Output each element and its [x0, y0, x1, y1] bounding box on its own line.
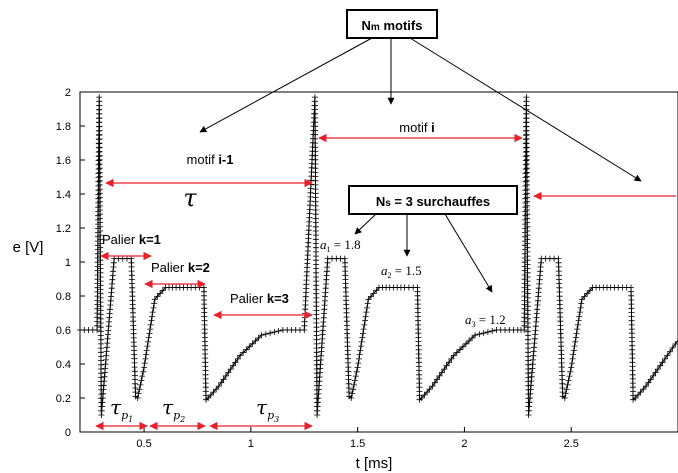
y-tick-label: 2	[65, 87, 71, 99]
series-line	[80, 97, 678, 416]
x-tick-label: 2	[461, 438, 467, 450]
nm-motifs-box: Nm motifs	[346, 9, 438, 39]
tau-p2: τp2	[162, 395, 185, 424]
amp-a2: a2 = 1.5	[381, 263, 422, 280]
palier-1-label: Palier k=1	[102, 232, 161, 247]
y-tick-label: 0.6	[56, 325, 71, 337]
tau-p1: τp1	[110, 395, 133, 424]
tau-symbol: τ	[183, 184, 197, 212]
motif-prev-label: motif i-1	[187, 152, 234, 167]
nm-suffix: motifs	[380, 18, 423, 33]
y-tick-label: 0	[65, 427, 71, 439]
y-axis-label: e [V]	[13, 239, 44, 256]
x-tick-label: 0.5	[136, 438, 151, 450]
x-axis-label: t [ms]	[356, 455, 393, 472]
y-tick-label: 1.4	[56, 189, 71, 201]
y-tick-label: 1.2	[56, 223, 71, 235]
x-tick-label: 1	[248, 438, 254, 450]
nm-prefix: N	[362, 18, 371, 33]
arrow-ns-to-a3	[444, 213, 493, 293]
y-tick-label: 1.6	[56, 155, 71, 167]
ns-surchauffes-box: Ns = 3 surchauffes	[348, 185, 518, 215]
y-tick-label: 1.8	[56, 121, 71, 133]
series-plus-markers	[77, 94, 678, 418]
palier-3-label: Palier k=3	[230, 291, 289, 306]
nm-sub: m	[371, 22, 380, 33]
ns-sub: s	[385, 198, 391, 209]
arrow-nm-to-motif-next	[409, 37, 642, 182]
amp-a3: a3 = 1.2	[465, 312, 506, 329]
motif-cur-label: motif i	[399, 120, 434, 135]
tau-p3: τp3	[256, 395, 279, 424]
ns-prefix: N	[376, 194, 385, 209]
svg-text:Nm motifs: Nm motifs	[362, 18, 423, 33]
y-tick-label: 1	[65, 257, 71, 269]
arrow-nm-to-motif-prev	[199, 37, 373, 133]
x-tick-label: 2.5	[564, 438, 579, 450]
axis-ticks: 0 0.2 0.4 0.6 0.8 1 1.2 1.4 1.6 1.8 2 0.5 1 1.5 2 2.5	[56, 87, 579, 450]
amp-a1: a1 = 1.8	[320, 237, 361, 254]
arrow-ns-to-a1	[354, 213, 377, 235]
svg-text:Ns = 3 surchauffes: Ns = 3 surchauffes	[376, 194, 490, 209]
x-tick-label: 1.5	[350, 438, 365, 450]
y-tick-label: 0.2	[56, 393, 71, 405]
y-tick-label: 0.8	[56, 291, 71, 303]
ns-suffix: = 3 surchauffes	[391, 194, 490, 209]
y-tick-label: 0.4	[56, 359, 71, 371]
data-series	[77, 94, 678, 418]
palier-2-label: Palier k=2	[151, 260, 210, 275]
